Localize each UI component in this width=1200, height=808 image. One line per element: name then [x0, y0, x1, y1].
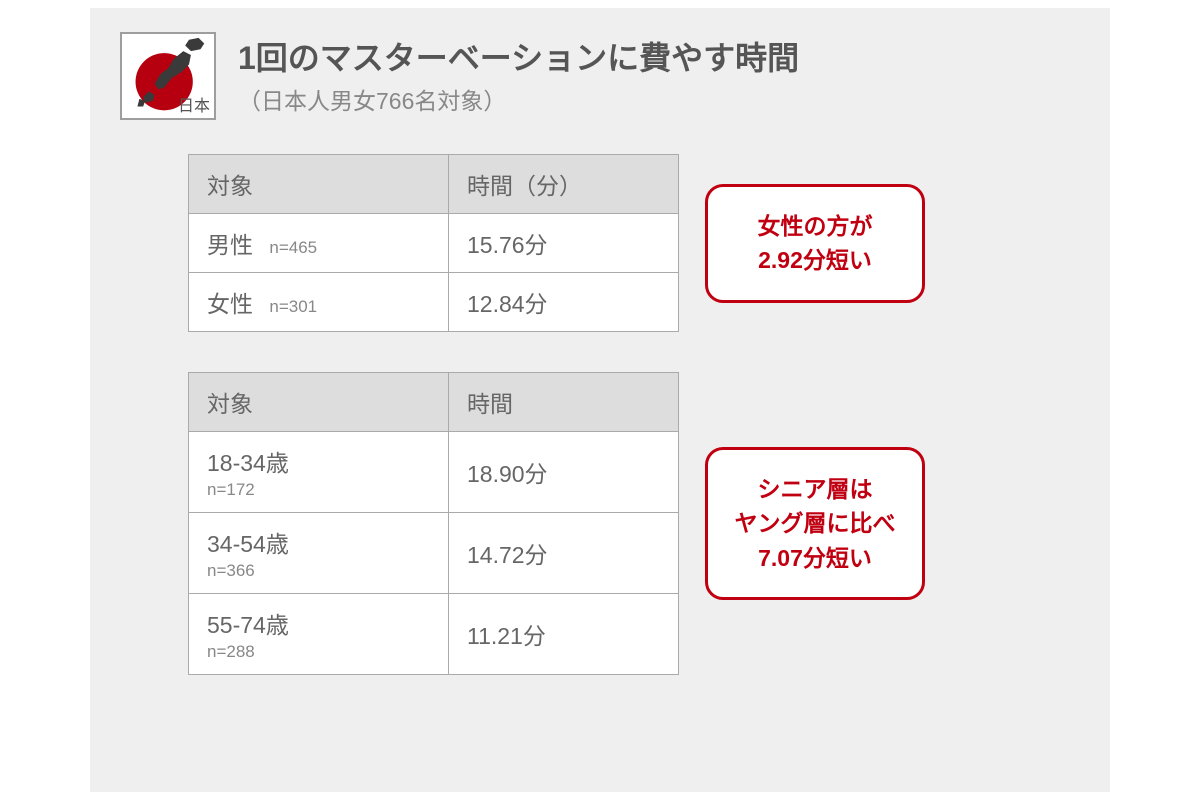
- age-callout: シニア層は ヤング層に比べ 7.07分短い: [705, 447, 925, 601]
- gender-table: 対象 時間（分） 男性 n=465 15.76分 女性 n=301 12.84分: [188, 154, 679, 332]
- time-value: 14.72分: [449, 513, 679, 594]
- subject-label: 34-54歳: [207, 531, 289, 557]
- subject-label: 女性: [207, 291, 253, 317]
- age-table: 対象 時間 18-34歳 n=172 18.90分 34-54歳 n=366 1…: [188, 372, 679, 675]
- col-header-time: 時間: [449, 373, 679, 432]
- page-title: 1回のマスターベーションに費やす時間: [238, 38, 799, 80]
- subject-n: n=465: [269, 238, 317, 257]
- header-row: 日本 1回のマスターベーションに費やす時間 （日本人男女766名対象）: [120, 32, 1080, 120]
- time-value: 11.21分: [449, 594, 679, 675]
- table-row: 34-54歳 n=366 14.72分: [189, 513, 679, 594]
- subject-label: 55-74歳: [207, 612, 289, 638]
- gender-callout: 女性の方が 2.92分短い: [705, 184, 925, 303]
- table-row: 55-74歳 n=288 11.21分: [189, 594, 679, 675]
- flag-label: 日本: [178, 92, 210, 116]
- age-section: 対象 時間 18-34歳 n=172 18.90分 34-54歳 n=366 1…: [188, 372, 1080, 675]
- subject-label: 男性: [207, 232, 253, 258]
- col-header-time: 時間（分）: [449, 155, 679, 214]
- table-header-row: 対象 時間（分）: [189, 155, 679, 214]
- time-value: 15.76分: [449, 214, 679, 273]
- page-subtitle: （日本人男女766名対象）: [238, 82, 799, 116]
- subject-n: n=301: [269, 297, 317, 316]
- subject-n: n=288: [207, 642, 430, 662]
- table-row: 18-34歳 n=172 18.90分: [189, 432, 679, 513]
- japan-flag-box: 日本: [120, 32, 216, 120]
- col-header-subject: 対象: [189, 373, 449, 432]
- table-row: 女性 n=301 12.84分: [189, 273, 679, 332]
- info-panel: 日本 1回のマスターベーションに費やす時間 （日本人男女766名対象） 対象 時…: [90, 8, 1110, 792]
- subject-label: 18-34歳: [207, 450, 289, 476]
- table-row: 男性 n=465 15.76分: [189, 214, 679, 273]
- table-header-row: 対象 時間: [189, 373, 679, 432]
- subject-n: n=172: [207, 480, 430, 500]
- time-value: 12.84分: [449, 273, 679, 332]
- title-block: 1回のマスターベーションに費やす時間 （日本人男女766名対象）: [238, 32, 799, 116]
- col-header-subject: 対象: [189, 155, 449, 214]
- subject-n: n=366: [207, 561, 430, 581]
- time-value: 18.90分: [449, 432, 679, 513]
- gender-section: 対象 時間（分） 男性 n=465 15.76分 女性 n=301 12.84分…: [188, 154, 1080, 332]
